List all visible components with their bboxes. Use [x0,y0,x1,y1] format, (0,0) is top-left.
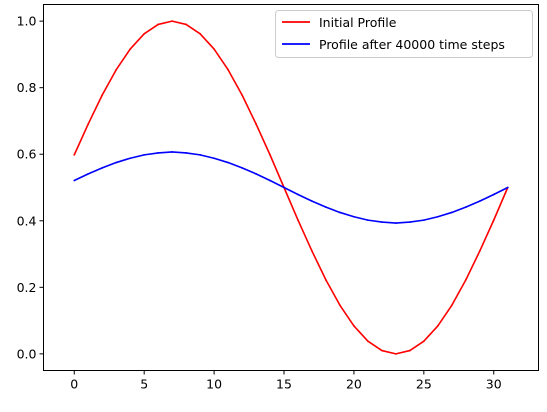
data-point [339,211,341,214]
x-axis: 0 5 10 15 20 25 30 [70,370,502,392]
data-point [115,68,118,71]
data-point [283,186,285,189]
data-point [199,32,202,35]
y-tick-label: 0.0 [17,346,37,361]
plot-frame [43,4,539,371]
data-point [269,153,271,156]
legend: Initial Profile Profile after 40000 time… [275,10,533,58]
data-point [115,161,118,164]
data-point [199,153,202,156]
data-point [129,48,132,50]
data-point [87,123,90,125]
data-point [255,172,257,175]
data-point [408,221,411,224]
data-point [171,20,174,23]
data-point [185,23,188,26]
data-point [492,193,495,196]
data-point [380,349,383,352]
data-point [464,206,467,209]
data-point [185,152,188,154]
y-axis: 0.0 0.2 0.4 0.6 0.8 1.0 [17,14,44,361]
data-point [227,161,229,164]
x-tick-label: 5 [140,377,148,392]
legend-box [275,10,533,58]
data-point [101,166,104,169]
data-point [422,219,425,222]
data-point [408,349,411,352]
data-point [157,152,160,154]
data-point [297,219,299,222]
data-point [269,179,271,182]
data-point [101,94,104,96]
data-point [464,279,467,281]
data-point [367,219,369,222]
x-tick-label: 0 [70,377,78,392]
data-point [213,48,215,50]
y-tick-label: 0.6 [17,147,37,162]
legend-label-profile-after: Profile after 40000 time steps [319,37,505,52]
data-point [311,250,313,252]
x-tick-label: 30 [486,377,502,392]
data-point [394,222,397,225]
x-tick-label: 20 [346,377,362,392]
data-point [143,32,146,35]
data-point [450,304,453,307]
data-point [325,206,327,209]
data-point [422,340,425,343]
series-points-1 [73,151,509,225]
data-point [213,157,215,160]
data-point [367,340,369,343]
data-point [241,94,243,96]
plot-lines [73,20,509,355]
y-tick-label: 0.8 [17,80,37,95]
data-point [353,325,355,327]
data-point [436,325,439,327]
data-point [255,123,257,125]
data-point [394,352,397,355]
data-point [241,166,243,169]
data-point [87,172,90,175]
data-point [353,215,355,218]
data-point [311,200,313,203]
data-point [73,153,76,156]
series-points-0 [73,20,509,355]
data-point [73,179,76,182]
data-point [478,250,481,252]
data-point [450,211,453,214]
x-tick-label: 10 [206,377,222,392]
x-tick-label: 25 [416,377,432,392]
data-point [143,153,146,156]
data-point [478,200,481,203]
legend-label-initial-profile: Initial Profile [319,15,397,30]
data-point [157,23,160,26]
data-point [339,304,341,307]
data-point [227,68,229,71]
data-point [297,193,299,196]
data-point [492,219,495,222]
series-line-0 [73,20,509,355]
data-point [171,151,174,153]
y-tick-label: 1.0 [17,14,37,29]
data-point [380,221,383,224]
x-tick-label: 15 [276,377,292,392]
data-point [506,186,509,189]
y-tick-label: 0.4 [17,213,37,228]
y-tick-label: 0.2 [17,280,37,295]
data-point [325,279,327,281]
data-point [129,157,132,160]
series-line-1 [73,151,509,224]
data-point [436,215,439,218]
